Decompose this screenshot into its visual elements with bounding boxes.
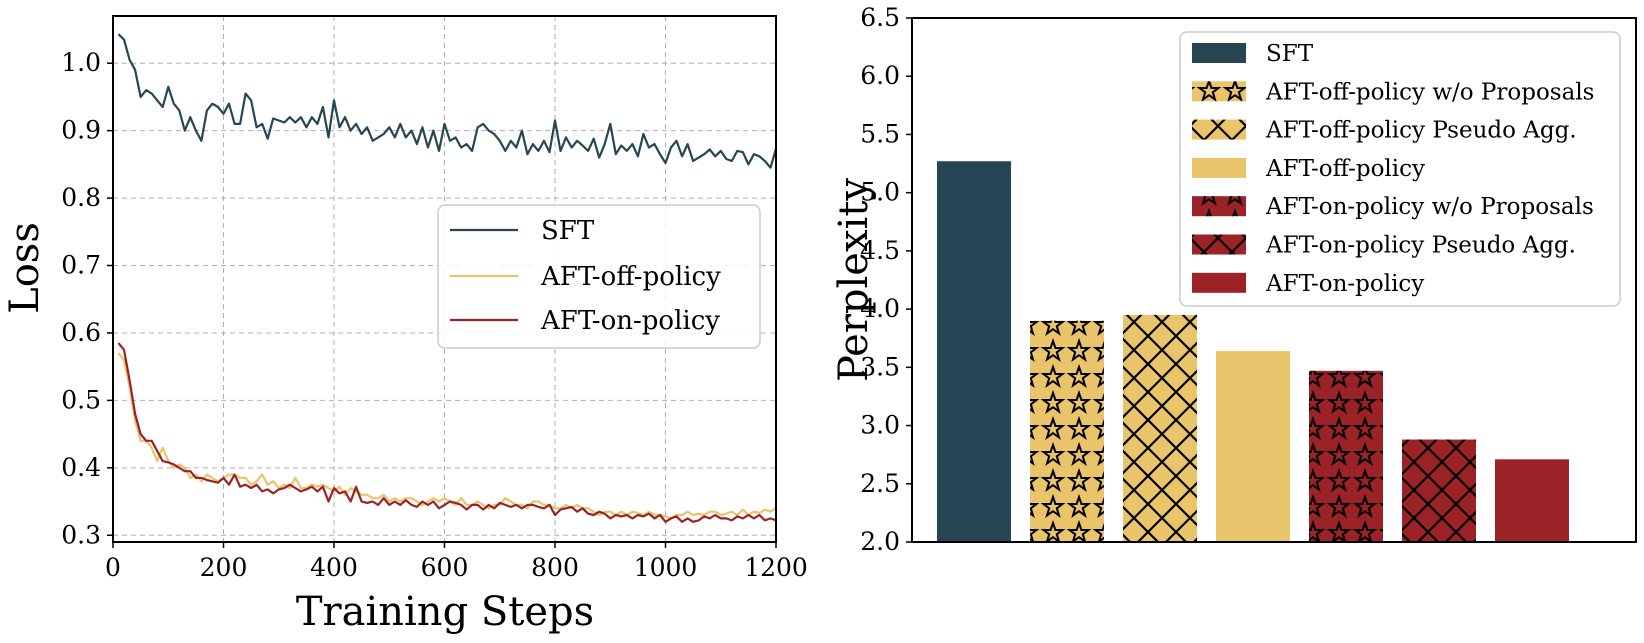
loss-line-chart: 0 200 400 600 800 1000 1200 0.3 0.4 0.5 0.6 0.7 0.8… <box>2 15 808 635</box>
legend-aft-off-policy-label: AFT-off-policy <box>1265 156 1425 182</box>
legend-aft-on-policy-swatch <box>1192 272 1246 293</box>
legend-aft-on-policy-pseudo-agg-swatch-hatch <box>1192 234 1246 255</box>
legend-aft-on-policy-pseudo-agg-label: AFT-on-policy Pseudo Agg. <box>1265 233 1576 259</box>
loss-y-tick-label: 0.6 <box>61 318 101 347</box>
loss-y-tick-label: 0.7 <box>61 251 101 280</box>
bar-aft-on-policy <box>1495 459 1569 542</box>
loss-y-tick-label: 0.4 <box>61 453 101 482</box>
perplexity-y-ticks: 2.0 2.5 3.0 3.5 4.0 4.5 5.0 5.5 6.0 6.5 <box>860 3 912 556</box>
bar-aft-on-policy-w-o-proposals-hatch <box>1309 370 1383 542</box>
legend-aft-off-policy-pseudo-agg-swatch-hatch <box>1192 119 1246 140</box>
loss-x-ticks: 0 200 400 600 800 1000 1200 <box>105 542 808 582</box>
perplexity-y-tick-label: 2.0 <box>860 527 900 556</box>
bar-aft-on-policy-pseudo-agg-hatch <box>1402 439 1476 542</box>
legend-aft-off-policy-swatch <box>1192 157 1246 178</box>
legend-label-aft-on-policy: AFT-on-policy <box>540 306 720 336</box>
loss-x-tick-label: 1200 <box>744 553 808 582</box>
legend-sft-swatch <box>1192 43 1246 63</box>
perplexity-bar-chart: 2.0 2.5 3.0 3.5 4.0 4.5 5.0 5.5 6.0 6.5 Perplexit… <box>831 3 1637 556</box>
perplexity-y-tick-label: 3.5 <box>860 352 900 381</box>
perplexity-y-tick-label: 5.5 <box>860 119 900 148</box>
legend-aft-on-policy-w-o-proposals-label: AFT-on-policy w/o Proposals <box>1265 194 1594 220</box>
loss-y-tick-label: 1.0 <box>61 48 101 77</box>
perplexity-bars <box>937 161 1569 542</box>
legend-label-sft: SFT <box>541 216 595 246</box>
loss-y-tick-label: 0.9 <box>61 116 101 145</box>
bar-aft-off-policy <box>1216 351 1290 542</box>
perplexity-y-axis-title: Perplexity <box>831 178 877 382</box>
loss-series-line-aft-off-policy <box>117 352 777 520</box>
perplexity-y-tick-label: 2.5 <box>860 469 900 498</box>
loss-x-tick-label: 200 <box>200 553 248 582</box>
loss-y-tick-label: 0.8 <box>61 183 101 212</box>
loss-series-line-sft <box>117 33 778 169</box>
loss-legend: SFT AFT-off-policy AFT-on-policy <box>437 204 761 349</box>
perplexity-y-tick-label: 4.0 <box>860 294 900 323</box>
loss-series-line-aft-on-policy <box>117 342 777 523</box>
bar-aft-off-policy-w-o-proposals-hatch <box>1030 320 1104 542</box>
loss-y-ticks: 0.3 0.4 0.5 0.6 0.7 0.8 0.9 1.0 <box>61 48 113 549</box>
perplexity-y-tick-label: 6.0 <box>860 61 900 90</box>
loss-legend-box <box>437 204 761 349</box>
loss-x-tick-label: 800 <box>531 553 579 582</box>
legend-aft-off-policy-w-o-proposals-swatch-hatch <box>1192 81 1246 102</box>
loss-x-axis-title: Training Steps <box>296 589 594 635</box>
loss-x-tick-label: 0 <box>105 553 121 582</box>
perplexity-y-tick-label: 4.5 <box>860 236 900 265</box>
loss-y-tick-label: 0.5 <box>61 385 101 414</box>
loss-y-tick-label: 0.3 <box>61 520 101 549</box>
legend-aft-on-policy-label: AFT-on-policy <box>1265 271 1424 297</box>
perplexity-legend: SFT AFT-off-policy w/o Proposals AFT-off-p… <box>1179 31 1621 307</box>
legend-aft-off-policy-pseudo-agg-label: AFT-off-policy Pseudo Agg. <box>1265 118 1577 144</box>
perplexity-y-tick-label: 5.0 <box>860 178 900 207</box>
perplexity-legend-box <box>1179 31 1621 307</box>
loss-x-tick-label: 1000 <box>634 553 698 582</box>
loss-y-axis-title: Loss <box>2 222 48 314</box>
bar-aft-off-policy-pseudo-agg-hatch <box>1123 314 1197 542</box>
perplexity-y-tick-label: 3.0 <box>860 411 900 440</box>
loss-x-tick-label: 600 <box>421 553 469 582</box>
perplexity-plot-frame <box>911 17 1637 543</box>
loss-series-lines <box>117 33 778 523</box>
legend-label-aft-off-policy: AFT-off-policy <box>540 262 721 292</box>
loss-x-tick-label: 400 <box>310 553 358 582</box>
legend-sft-label: SFT <box>1266 41 1314 67</box>
bar-sft <box>937 161 1011 542</box>
legend-aft-on-policy-w-o-proposals-swatch-hatch <box>1192 196 1246 217</box>
legend-aft-off-policy-w-o-proposals-label: AFT-off-policy w/o Proposals <box>1265 79 1594 105</box>
perplexity-y-tick-label: 6.5 <box>860 3 900 32</box>
